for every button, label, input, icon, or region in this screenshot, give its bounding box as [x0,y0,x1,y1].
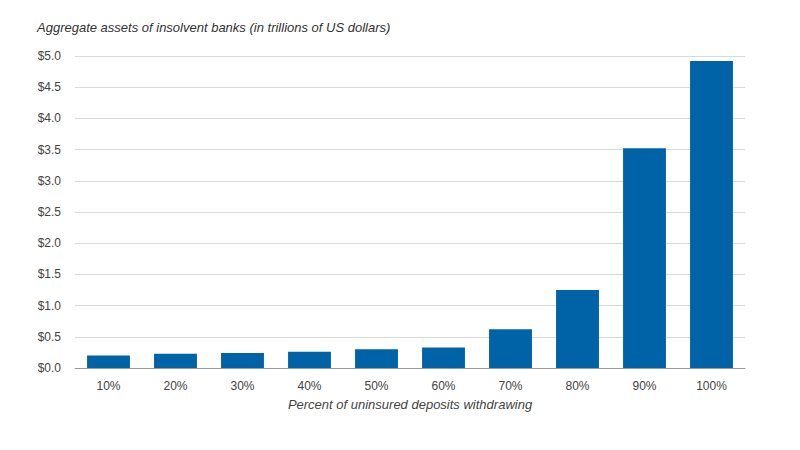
svg-text:$2.0: $2.0 [38,236,62,250]
svg-text:90%: 90% [632,379,656,393]
svg-text:Aggregate assets of insolvent: Aggregate assets of insolvent banks (in … [36,20,390,35]
svg-text:40%: 40% [297,379,321,393]
svg-text:$5.0: $5.0 [38,49,62,63]
svg-text:$4.0: $4.0 [38,111,62,125]
svg-text:$1.0: $1.0 [38,299,62,313]
svg-text:70%: 70% [498,379,522,393]
svg-text:50%: 50% [364,379,388,393]
svg-text:$0.5: $0.5 [38,330,62,344]
svg-text:20%: 20% [163,379,187,393]
svg-text:$0.0: $0.0 [38,361,62,375]
svg-text:$3.0: $3.0 [38,174,62,188]
svg-text:10%: 10% [96,379,120,393]
svg-text:$4.5: $4.5 [38,80,62,94]
svg-text:$3.5: $3.5 [38,143,62,157]
svg-text:100%: 100% [696,379,727,393]
svg-text:$2.5: $2.5 [38,205,62,219]
svg-text:30%: 30% [230,379,254,393]
svg-text:Percent of uninsured deposits: Percent of uninsured deposits withdrawin… [288,397,533,412]
svg-text:$1.5: $1.5 [38,267,62,281]
svg-text:80%: 80% [565,379,589,393]
svg-text:60%: 60% [431,379,455,393]
